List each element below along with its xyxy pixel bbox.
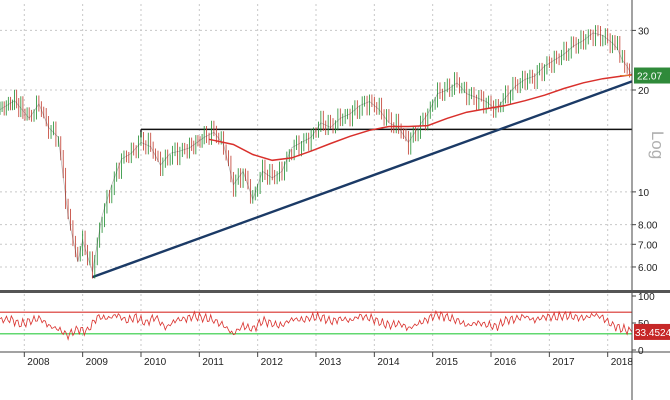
x-tick-label: 2010 bbox=[144, 357, 167, 368]
x-tick-label: 2012 bbox=[261, 357, 284, 368]
x-tick-label: 2015 bbox=[436, 357, 459, 368]
rsi-series-line bbox=[0, 309, 633, 341]
rsi-value-label: 33.4524 bbox=[635, 328, 670, 339]
price-value-badge bbox=[634, 67, 670, 84]
x-tick-label: 2009 bbox=[86, 357, 109, 368]
price-panel bbox=[0, 25, 633, 279]
y-tick-label: 7.00 bbox=[638, 240, 658, 251]
rsi-tick-label: 100 bbox=[638, 292, 655, 303]
x-tick-label: 2011 bbox=[202, 357, 224, 368]
y-tick-label: 30 bbox=[638, 26, 650, 37]
y-tick-label: 8.00 bbox=[638, 221, 658, 232]
x-tick-label: 2014 bbox=[377, 357, 400, 368]
rsi-tick-label: 0 bbox=[638, 346, 644, 357]
grid-layer bbox=[0, 4, 632, 350]
price-series-line bbox=[0, 32, 633, 273]
moving-average-line bbox=[208, 73, 633, 162]
rsi-panel bbox=[0, 309, 633, 341]
x-tick-label: 2017 bbox=[552, 357, 575, 368]
log-scale-label: Log bbox=[648, 131, 667, 159]
panel-separator bbox=[0, 290, 670, 293]
x-tick-label: 2008 bbox=[27, 357, 50, 368]
y-tick-label: 6.00 bbox=[638, 263, 658, 274]
y-tick-label: 10 bbox=[638, 188, 650, 199]
x-tick-label: 2018 bbox=[611, 357, 634, 368]
rsi-value-badge bbox=[634, 323, 670, 340]
support-trend-line bbox=[91, 80, 633, 279]
price-value-label: 22.07 bbox=[637, 72, 662, 83]
x-tick-label: 2016 bbox=[494, 357, 517, 368]
x-tick-label: 2013 bbox=[319, 357, 342, 368]
y-tick-label: 20 bbox=[638, 86, 650, 97]
